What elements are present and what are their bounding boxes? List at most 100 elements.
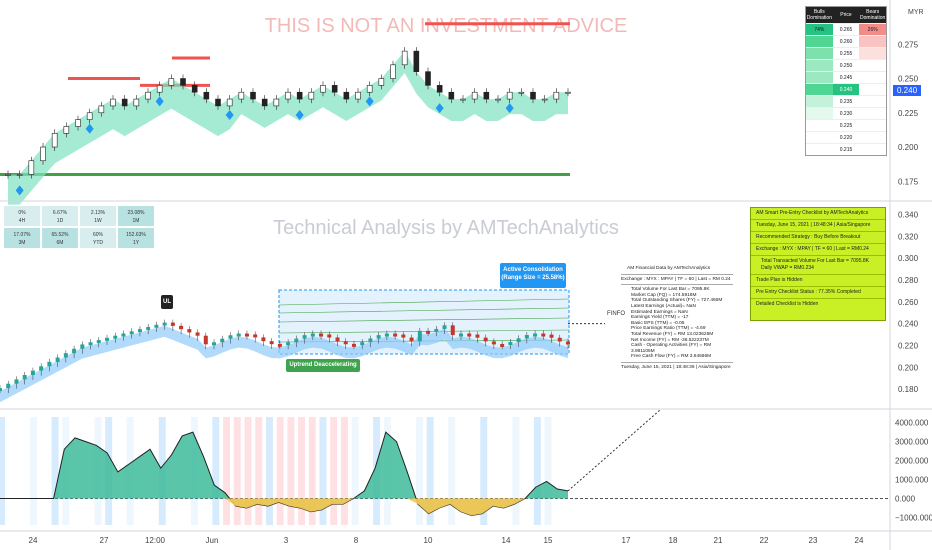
financial-line: Estimated Earnings = NaN	[631, 309, 688, 315]
candle	[483, 91, 490, 100]
candle	[541, 98, 548, 101]
price-cell: 0.245	[839, 75, 853, 81]
performance-value: 23.08%	[127, 210, 145, 216]
candle	[557, 337, 562, 342]
candle	[524, 334, 529, 339]
channel-line	[278, 317, 570, 323]
candle	[215, 98, 221, 107]
time-axis[interactable]: 24 27 12:00 Jun 3 8 10 14 15 17 18 21 22 23 24	[29, 536, 864, 545]
oscillator-area	[0, 432, 568, 516]
performance-value: 65.52%	[51, 232, 69, 238]
signal-diamond	[225, 110, 234, 121]
candle	[14, 379, 19, 384]
price-tick-label: 0.250	[898, 75, 919, 84]
bulls-cell	[806, 96, 833, 107]
time-tick-label: 10	[424, 536, 433, 545]
candle	[368, 338, 373, 343]
candle	[471, 91, 478, 100]
candle	[286, 342, 291, 346]
candle	[22, 374, 27, 380]
candle	[28, 160, 35, 175]
bears-cell	[859, 72, 887, 83]
heat-strip	[544, 417, 552, 525]
price-cell: 0.235	[839, 99, 853, 105]
candle	[228, 335, 233, 339]
performance-value: 152.63%	[126, 232, 146, 238]
price-cell: 0.265	[839, 27, 853, 33]
financial-line: Basic EPS (TTM) = -0.05	[631, 320, 685, 326]
price-cell: 0.250	[839, 63, 853, 69]
time-tick-label: 15	[544, 536, 553, 545]
candle	[137, 329, 142, 333]
channel-line	[278, 307, 570, 314]
heat-strip	[426, 417, 434, 525]
domination-header: Bulls Domination Price Bears Domination	[806, 7, 886, 23]
signal-diamond	[505, 103, 514, 114]
candle	[475, 334, 480, 338]
heat-strip	[480, 417, 488, 525]
candle	[30, 370, 35, 375]
candle	[500, 343, 505, 347]
candle	[180, 78, 186, 86]
performance-period: 4H	[18, 218, 26, 224]
financial-line: Total Volume For Last Bar = 7095.8K	[631, 287, 710, 293]
bulls-cell	[806, 144, 833, 155]
bulls-cell	[806, 36, 833, 47]
candle	[308, 91, 315, 100]
checklist-title: AM Smart Pre-Entry Checklist by AMTechAn…	[751, 208, 885, 220]
bulls-cell: 74%	[806, 24, 833, 35]
candle	[170, 322, 175, 326]
signal-diamond	[15, 185, 24, 196]
bulls-cell	[806, 72, 833, 83]
candle	[203, 91, 210, 100]
heat-strip	[276, 417, 284, 525]
checklist-volume: Total Transacted Volume For Last Bar = 7…	[761, 258, 869, 264]
price-tick-label: 0.225	[898, 109, 919, 118]
performance-cell: 152.63% 1Y	[118, 228, 154, 248]
time-tick-label: 22	[760, 536, 769, 545]
financial-line: Cash - Operating Activities (FY) = RM 3.…	[631, 343, 712, 354]
candle	[360, 342, 365, 346]
channel-line	[278, 298, 570, 306]
candle	[121, 98, 128, 107]
candle	[212, 342, 217, 346]
last-price-tag-bg	[893, 85, 921, 96]
heat-strip	[512, 417, 520, 525]
financial-line: Market Cap (FQ) = 174.5918M	[631, 292, 697, 298]
candle	[39, 366, 44, 371]
domination-row: 0.260	[806, 35, 887, 47]
uptrend-label: Uptrend Deaccelerating	[286, 359, 360, 372]
candle	[425, 71, 431, 86]
candle	[145, 91, 151, 100]
candle	[113, 335, 118, 339]
candle	[47, 361, 52, 367]
heat-strip	[448, 417, 456, 525]
candle	[203, 335, 208, 345]
price-tick-label: 0.340	[898, 210, 919, 219]
performance-period: 1W	[94, 218, 102, 224]
bears-header: Bears Domination	[860, 9, 886, 21]
bulls-cell	[806, 120, 833, 131]
price-tick-label: 0.260	[898, 298, 919, 307]
currency-label: MYR	[908, 9, 924, 16]
heat-strip	[319, 417, 327, 525]
candle	[401, 50, 408, 66]
heat-strip	[340, 417, 348, 525]
candle	[351, 343, 356, 347]
candle	[530, 91, 536, 100]
performance-value: 6.67%	[52, 210, 68, 216]
candle	[236, 333, 241, 337]
heat-strip	[533, 417, 541, 525]
candle	[436, 85, 443, 93]
bulls-cell	[806, 48, 833, 59]
candle	[238, 91, 245, 100]
candle	[0, 388, 2, 392]
candle	[162, 322, 167, 326]
candle	[448, 91, 455, 100]
bears-cell	[859, 60, 887, 71]
price-tick-label: 0.300	[898, 254, 919, 263]
candle	[434, 328, 439, 332]
candle	[413, 50, 420, 72]
heat-strip	[415, 417, 423, 525]
